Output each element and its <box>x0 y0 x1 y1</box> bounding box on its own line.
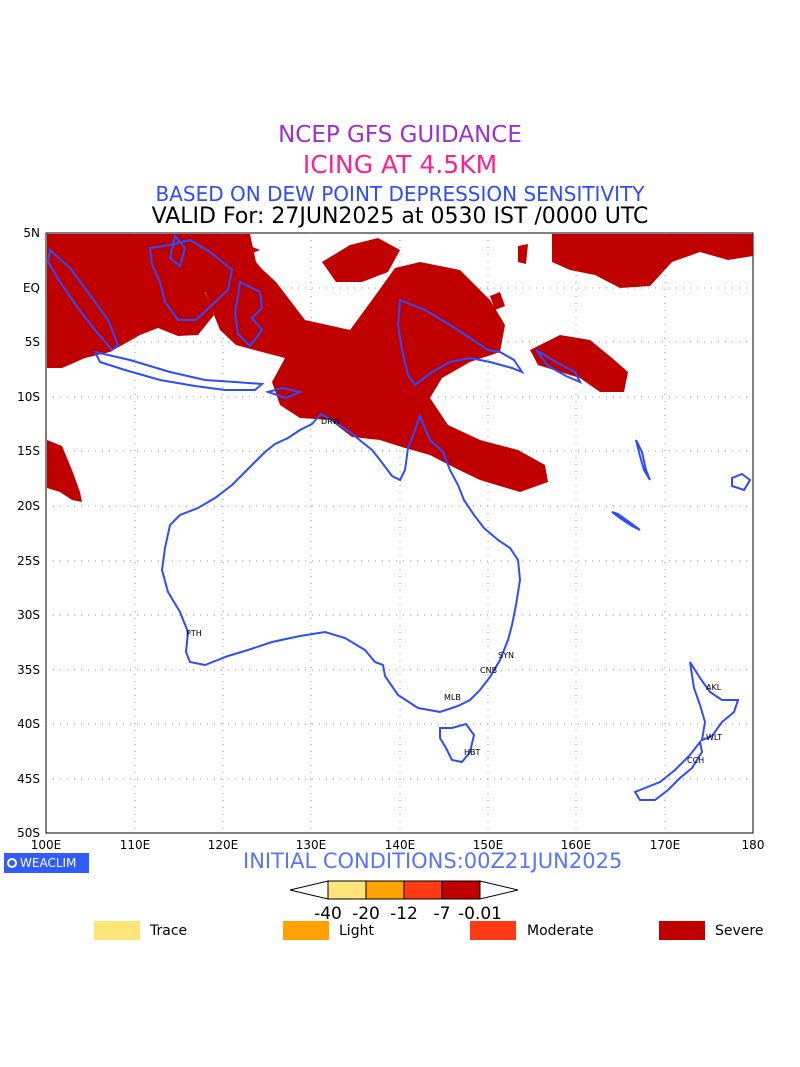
legend-swatch-light <box>283 921 329 940</box>
colorbar-tick: -7 <box>433 904 451 924</box>
title-line-2: ICING AT 4.5KM <box>302 150 498 179</box>
tasmania-coast <box>439 722 476 764</box>
legend-swatch-trace <box>94 921 140 940</box>
legend-label-severe: Severe <box>715 923 764 939</box>
new-guinea-coast <box>396 298 525 387</box>
nz-south-coast <box>633 739 704 801</box>
colorbar-tick: -0.01 <box>458 904 502 924</box>
borneo-coast <box>148 238 234 321</box>
title-line-3: BASED ON DEW POINT DEPRESSION SENSITIVIT… <box>155 182 645 206</box>
station-labels: DRW PTH SYN CNB MLB HBT AKL WLT CCH <box>186 417 722 765</box>
weaclim-logo: WEACLIM <box>4 853 89 873</box>
lat-label: 25S <box>17 554 40 568</box>
station-mlb: MLB <box>444 693 461 702</box>
lat-label: 40S <box>17 717 40 731</box>
station-cnb: CNB <box>480 666 497 675</box>
lon-label: 120E <box>207 838 239 852</box>
philippines-coast <box>168 233 187 268</box>
lat-label: 5S <box>24 335 40 349</box>
lon-label: 130E <box>295 838 327 852</box>
legend-label-trace: Trace <box>150 923 188 939</box>
lat-label: 50S <box>17 826 40 840</box>
lat-label: EQ <box>22 281 40 295</box>
lat-label: 30S <box>17 608 40 622</box>
station-cch: CCH <box>687 756 704 765</box>
station-hbt: HBT <box>464 748 481 757</box>
lat-label: 15S <box>17 444 40 458</box>
new-caledonia-coast <box>611 511 641 531</box>
station-pth: PTH <box>186 629 202 638</box>
legend-swatch-moderate <box>470 921 516 940</box>
java-coast <box>93 350 265 391</box>
legend-swatch-severe <box>659 921 705 940</box>
title-valid-time: VALID For: 27JUN2025 at 0530 IST /0000 U… <box>151 204 649 229</box>
logo-text: WEACLIM <box>20 856 77 870</box>
vanuatu-coast <box>635 439 651 481</box>
lon-label: 160E <box>560 838 592 852</box>
sulawesi-coast <box>233 280 264 348</box>
colorbar-tick: -20 <box>352 904 380 924</box>
lon-label: 170E <box>649 838 681 852</box>
station-drw: DRW <box>321 417 340 426</box>
solomon-coast <box>535 349 583 384</box>
coastlines <box>46 233 752 801</box>
lon-label: 180 <box>741 838 765 852</box>
logo-ring-icon <box>7 858 17 868</box>
station-syn: SYN <box>498 651 514 660</box>
lat-label: 5N <box>23 226 40 240</box>
fiji-coast <box>731 472 752 492</box>
australia-coast <box>160 412 522 714</box>
legend-label-light: Light <box>339 923 374 939</box>
legend-label-moderate: Moderate <box>527 923 594 939</box>
station-wlt: WLT <box>706 733 722 742</box>
colorbar-tick: -40 <box>314 904 342 924</box>
nz-north-coast <box>689 661 740 742</box>
lat-label: 35S <box>17 663 40 677</box>
lon-label: 150E <box>472 838 504 852</box>
lon-label: 140E <box>384 838 416 852</box>
lat-label: 20S <box>17 499 40 513</box>
station-akl: AKL <box>706 683 722 692</box>
lon-label: 110E <box>119 838 151 852</box>
lat-label: 45S <box>17 772 40 786</box>
severe-icing-areas <box>47 234 753 502</box>
initial-conditions: INITIAL CONDITIONS:00Z21JUN2025 <box>243 849 623 873</box>
sumatra-coast <box>46 248 120 352</box>
lat-label: 10S <box>17 390 40 404</box>
colorbar-tick: -12 <box>390 904 418 924</box>
lon-label: 100E <box>30 838 62 852</box>
title-line-1: NCEP GFS GUIDANCE <box>278 122 522 148</box>
timor-coast <box>264 386 304 400</box>
